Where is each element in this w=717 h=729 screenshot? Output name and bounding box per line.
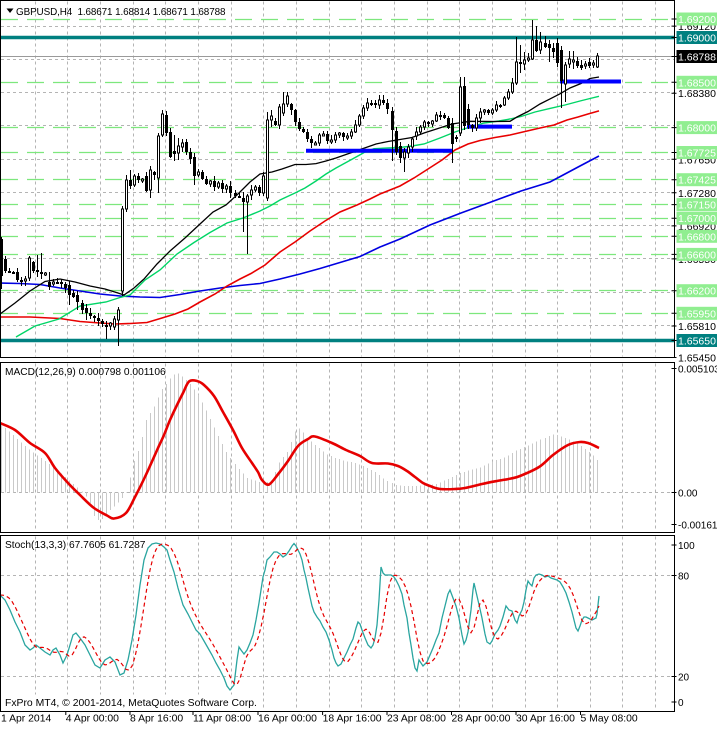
svg-text:16 Apr 00:00: 16 Apr 00:00 [258, 714, 317, 725]
svg-text:0.00: 0.00 [678, 489, 698, 500]
svg-text:1.69120: 1.69120 [678, 21, 716, 33]
svg-text:GBPUSD,H4 1.68671 1.68814 1.6: GBPUSD,H4 1.68671 1.68814 1.68671 1.6878… [16, 7, 226, 18]
svg-text:1.67150: 1.67150 [678, 200, 716, 212]
svg-text:Stoch(13,3,3) 67.7605 61.7287: Stoch(13,3,3) 67.7605 61.7287 [5, 540, 146, 551]
svg-text:20: 20 [678, 673, 690, 684]
svg-text:MACD(12,26,9) 0.000798 0.00110: MACD(12,26,9) 0.000798 0.001106 [5, 367, 166, 378]
svg-text:1.67425: 1.67425 [678, 175, 716, 187]
svg-text:5 May 08:00: 5 May 08:00 [581, 714, 638, 725]
svg-text:1.67000: 1.67000 [678, 213, 716, 225]
svg-text:8 Apr 16:00: 8 Apr 16:00 [130, 714, 183, 725]
svg-text:1.66600: 1.66600 [678, 249, 716, 261]
svg-text:1.68500: 1.68500 [678, 77, 716, 89]
svg-text:1.69200: 1.69200 [678, 14, 716, 26]
svg-text:1.68380: 1.68380 [678, 88, 716, 100]
svg-text:1.66200: 1.66200 [678, 286, 716, 298]
svg-text:1.65450: 1.65450 [678, 353, 716, 365]
svg-text:11 Apr 08:00: 11 Apr 08:00 [193, 714, 251, 725]
svg-text:0: 0 [678, 698, 684, 709]
svg-text:1.69000: 1.69000 [678, 33, 716, 45]
svg-text:28 Apr 00:00: 28 Apr 00:00 [452, 714, 511, 725]
svg-text:1.67725: 1.67725 [678, 148, 716, 160]
svg-text:1 Apr 2014: 1 Apr 2014 [1, 714, 51, 725]
svg-text:30 Apr 16:00: 30 Apr 16:00 [516, 714, 575, 725]
svg-text:FxPro MT4, © 2001-2014, MetaQu: FxPro MT4, © 2001-2014, MetaQuotes Softw… [5, 698, 257, 709]
svg-text:1.68788: 1.68788 [678, 52, 716, 64]
svg-text:1.66800: 1.66800 [678, 231, 716, 243]
svg-text:0.005103: 0.005103 [678, 365, 717, 376]
svg-text:1.68000: 1.68000 [678, 123, 716, 135]
svg-text:1.65810: 1.65810 [678, 321, 716, 333]
svg-text:-0.00161: -0.00161 [678, 521, 717, 532]
svg-text:23 Apr 08:00: 23 Apr 08:00 [387, 714, 446, 725]
svg-text:4 Apr 00:00: 4 Apr 00:00 [66, 714, 119, 725]
svg-text:80: 80 [678, 572, 690, 583]
svg-text:18 Apr 16:00: 18 Apr 16:00 [323, 714, 382, 725]
svg-text:100: 100 [678, 541, 695, 552]
svg-text:1.65650: 1.65650 [678, 336, 716, 348]
svg-text:1.65950: 1.65950 [678, 308, 716, 320]
svg-text:1.67280: 1.67280 [678, 188, 716, 200]
